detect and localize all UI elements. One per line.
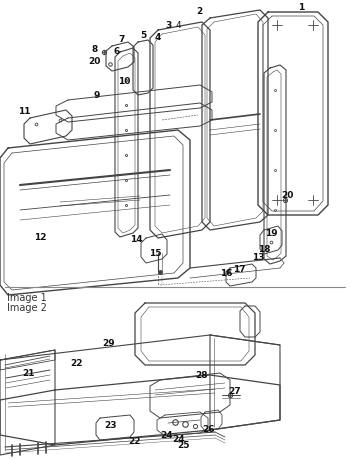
Text: 14: 14 [130,235,143,245]
Text: 12: 12 [34,234,47,242]
Text: 4: 4 [155,33,161,41]
Text: 24: 24 [160,431,173,440]
Text: 20: 20 [281,190,293,200]
Text: 1: 1 [298,4,304,12]
Text: Image 2: Image 2 [7,303,47,313]
Text: 15: 15 [149,248,161,257]
Text: 23: 23 [104,421,117,431]
Text: 29: 29 [102,338,115,347]
Text: 10: 10 [118,78,130,86]
Text: 9: 9 [93,91,99,101]
Text: 25: 25 [177,441,189,449]
Text: 18: 18 [258,246,271,254]
Text: 11: 11 [18,107,30,117]
Text: 4: 4 [176,21,182,29]
Text: 8: 8 [91,45,97,54]
Text: 20: 20 [88,57,100,67]
Text: 27: 27 [228,387,241,397]
Text: 26: 26 [202,425,215,435]
Text: Image 1: Image 1 [7,293,47,303]
Text: 5: 5 [140,32,146,40]
Text: 3: 3 [165,21,171,29]
Text: 7: 7 [118,35,124,45]
Text: 6: 6 [113,46,119,56]
Text: 22: 22 [128,437,140,447]
Text: 21: 21 [22,369,35,379]
Text: 2: 2 [196,7,202,17]
Text: 22: 22 [70,358,83,368]
Text: 19: 19 [265,230,278,239]
Text: 17: 17 [233,265,246,274]
Text: 16: 16 [220,269,232,278]
Text: 28: 28 [195,370,208,380]
Text: 13: 13 [252,252,265,262]
Text: 24: 24 [172,436,185,444]
